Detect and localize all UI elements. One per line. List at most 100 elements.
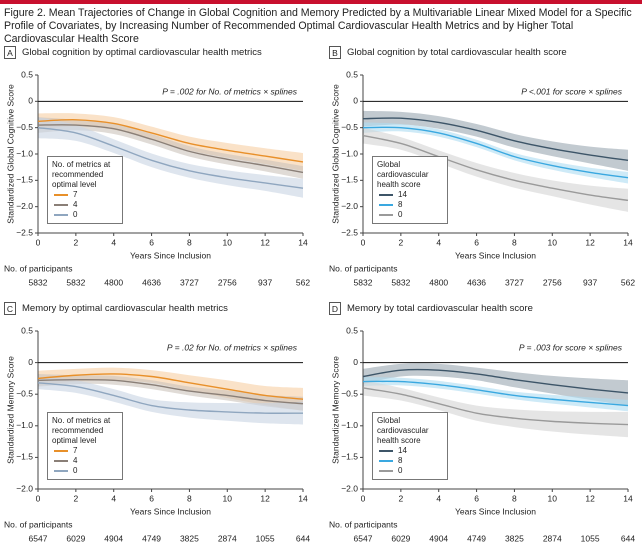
participant-count: 6547 [29,533,48,543]
legend-entry: 0 [379,466,443,476]
panel-title: Global cognition by optimal cardiovascul… [22,47,262,58]
legend-label: 8 [398,200,403,209]
participant-count: 562 [621,277,635,287]
y-tick-label: −1.0 [341,420,358,430]
y-tick-label: 0.5 [346,325,358,335]
y-tick-label: −2.0 [16,483,33,493]
y-axis-label: Standardized Global Cognitive Score [5,84,15,224]
x-tick-label: 6 [149,493,154,503]
participant-count: 4904 [104,533,123,543]
y-tick-label: −2.0 [16,201,33,211]
legend-entry: 8 [379,200,443,210]
confidence-band [363,122,628,184]
legend-label: 0 [73,466,78,475]
participant-count: 2756 [218,277,237,287]
confidence-band [38,117,303,198]
participant-count: 4636 [142,277,161,287]
participant-count: 3825 [505,533,524,543]
x-tick-label: 12 [585,237,595,247]
legend-entry: 4 [54,200,118,210]
x-tick-label: 10 [223,237,233,247]
participants-label: No. of participants [329,263,398,273]
y-tick-label: 0.5 [21,325,33,335]
participant-count: 2756 [543,277,562,287]
y-tick-label: −0.5 [341,122,358,132]
participant-count: 3727 [180,277,199,287]
participant-count: 937 [583,277,597,287]
y-tick-label: 0 [353,96,358,106]
panel-letter: A [4,46,16,59]
y-tick-label: −2.5 [341,227,358,237]
x-tick-label: 8 [187,493,192,503]
x-tick-label: 12 [260,237,270,247]
x-tick-label: 8 [512,237,517,247]
x-tick-label: 8 [512,493,517,503]
participant-count: 5832 [354,277,373,287]
series-line [37,382,304,414]
y-tick-label: −0.5 [341,388,358,398]
legend-swatch [54,194,68,196]
legend-entry: 0 [379,210,443,220]
panel-letter: D [329,302,341,315]
participant-count: 4749 [467,533,486,543]
legend-swatch [54,460,68,462]
confidence-band [363,377,628,412]
y-tick-label: 0.5 [21,69,33,79]
legend-swatch [54,204,68,206]
panel-header: A Global cognition by optimal cardiovascu… [4,46,262,59]
legend-label: 0 [73,210,78,219]
legend: No. of metrics at recommended optimal le… [47,156,123,224]
participant-count: 4636 [467,277,486,287]
legend-swatch [379,470,393,472]
legend-swatch [54,450,68,452]
participant-count: 2874 [543,533,562,543]
annotation: P = .003 for score × splines [519,342,623,352]
x-tick-label: 8 [187,237,192,247]
participant-count: 6547 [354,533,373,543]
panel-letter: B [329,46,341,59]
legend-entry: 7 [54,190,118,200]
panel: A Global cognition by optimal cardiovascu… [0,42,317,292]
legend: Global cardiovascular health score 14 8 0 [372,156,448,224]
legend-entry: 4 [54,456,118,466]
legend-swatch [54,214,68,216]
confidence-band [363,363,628,406]
series-line [362,387,629,426]
panel-title: Global cognition by total cardiovascular… [347,47,567,58]
legend: Global cardiovascular health score 14 8 0 [372,412,448,480]
x-tick-label: 2 [398,493,403,503]
x-axis-label: Years Since Inclusion [455,250,536,260]
panel: B Global cognition by total cardiovascula… [325,42,642,292]
confidence-band [38,117,303,179]
y-tick-label: 0.5 [346,69,358,79]
participant-count: 5832 [391,277,410,287]
legend-title: No. of metrics at recommended optimal le… [52,160,111,189]
participant-count: 6029 [66,533,85,543]
series-line [362,117,629,162]
y-tick-label: −2.0 [341,483,358,493]
x-tick-label: 14 [298,237,308,247]
legend-label: 7 [73,190,78,199]
y-tick-label: −0.5 [16,122,33,132]
legend-label: 4 [73,456,78,465]
legend-label: 0 [398,466,403,475]
legend-title: Global cardiovascular health score [377,416,429,445]
legend-entry: 8 [379,456,443,466]
participant-count: 4749 [142,533,161,543]
y-tick-label: −2.0 [341,201,358,211]
y-tick-label: −1.0 [341,148,358,158]
legend-title: Global cardiovascular health score [377,160,429,189]
legend-entry: 0 [54,210,118,220]
x-tick-label: 10 [548,493,558,503]
panel-title: Memory by optimal cardiovascular health … [22,303,228,314]
x-tick-label: 14 [623,493,633,503]
participant-count: 4904 [429,533,448,543]
legend-label: 14 [398,446,407,455]
y-axis-label: Standardized Memory Score [5,356,15,464]
x-tick-label: 2 [73,493,78,503]
x-tick-label: 6 [474,237,479,247]
y-tick-label: 0 [353,357,358,367]
x-tick-label: 12 [585,493,595,503]
series-line [37,373,304,400]
